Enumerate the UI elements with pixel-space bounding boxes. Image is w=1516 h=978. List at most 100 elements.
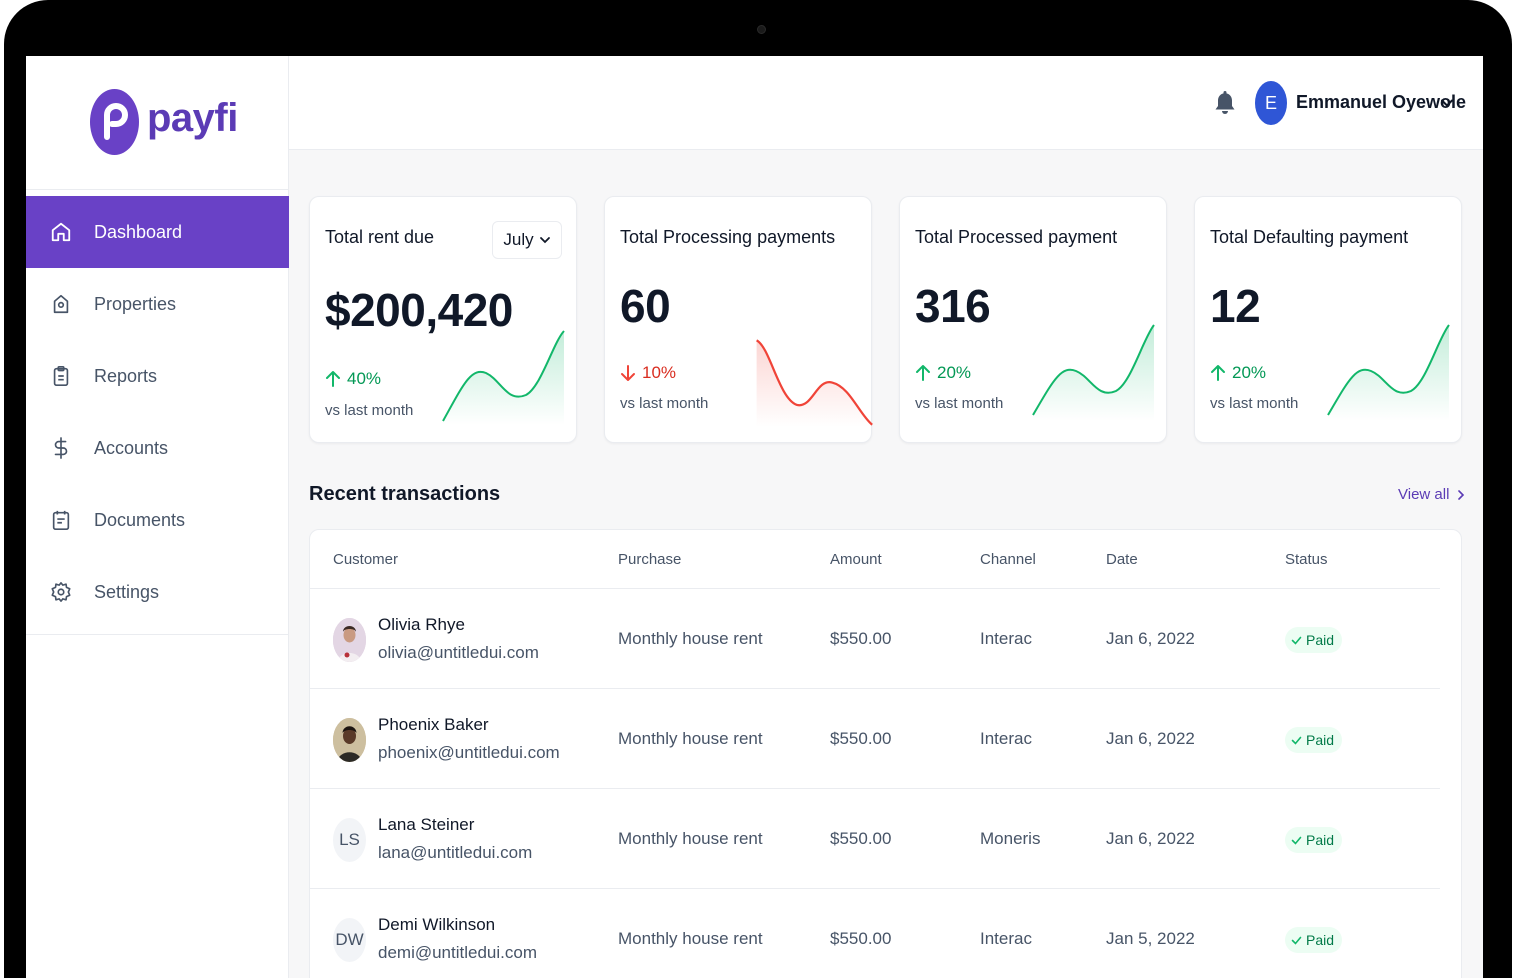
card-value: 60 [620,280,671,332]
customer-email: lana@untitledui.com [378,843,533,862]
app-screen: payfi Dashboard Properties Reports [26,56,1483,978]
logo[interactable]: payfi [90,89,238,155]
sparkline-chart [442,330,565,425]
card-change-value: 40% [347,369,382,388]
customer-avatar-initials: DW [333,918,366,962]
chevron-down-icon [539,237,550,244]
status-badge: Paid [1285,927,1343,953]
purchase-cell: Monthly house rent [618,929,763,948]
channel-cell: Moneris [980,829,1041,848]
card-change: 40% [325,369,381,389]
card-title: Total Defaulting payment [1210,227,1409,247]
card-change: 20% [915,363,971,383]
table-row[interactable]: Olivia Rhye olivia@untitledui.com Monthl… [310,589,1440,689]
table-row[interactable]: LS Lana Steiner lana@untitledui.com Mont… [310,789,1440,889]
amount-cell: $550.00 [830,929,892,948]
purchase-cell: Monthly house rent [618,829,763,848]
card-title: Total rent due [325,227,435,247]
gear-icon [50,581,72,603]
check-icon [1291,636,1302,645]
status-badge: Paid [1285,727,1343,753]
date-cell: Jan 6, 2022 [1106,829,1195,848]
customer-name: Olivia Rhye [378,615,465,634]
column-header-channel[interactable]: Channel [980,551,1036,568]
chevron-down-icon[interactable] [1440,96,1454,110]
customer-avatar [333,618,366,662]
sidebar-item-settings[interactable]: Settings [26,556,289,628]
sidebar-item-dashboard[interactable]: Dashboard [26,196,289,268]
column-header-status[interactable]: Status [1285,551,1328,568]
purchase-cell: Monthly house rent [618,729,763,748]
customer-name: Lana Steiner [378,815,475,834]
arrow-down-icon [621,365,635,381]
transactions-table: Customer Purchase Amount Channel Date St… [309,529,1462,978]
amount-cell: $550.00 [830,729,892,748]
sparkline-chart [1327,324,1450,421]
view-all-link[interactable]: View all [1398,486,1466,503]
column-header-amount[interactable]: Amount [830,551,882,568]
logo-text: payfi [147,96,238,140]
card-value: 12 [1210,280,1261,332]
sidebar-item-properties[interactable]: Properties [26,268,289,340]
customer-avatar-initials: LS [333,818,366,862]
card-change-value: 20% [937,363,972,382]
status-label: Paid [1306,932,1335,948]
sidebar-item-reports[interactable]: Reports [26,340,289,412]
table-row[interactable]: DW Demi Wilkinson demi@untitledui.com Mo… [310,889,1440,978]
channel-cell: Interac [980,929,1032,948]
date-cell: Jan 6, 2022 [1106,629,1195,648]
sidebar-item-label: Accounts [94,437,169,458]
date-cell: Jan 5, 2022 [1106,929,1195,948]
sidebar-item-label: Documents [94,509,186,530]
chevron-right-icon [1458,489,1465,500]
sidebar-item-label: Settings [94,581,160,602]
column-header-purchase[interactable]: Purchase [618,551,682,568]
amount-cell: $550.00 [830,829,892,848]
arrow-up-icon [1211,365,1225,381]
sparkline-chart [755,339,873,427]
bell-icon[interactable] [1214,90,1236,116]
status-label: Paid [1306,732,1335,748]
channel-cell: Interac [980,729,1032,748]
sidebar-nav: Dashboard Properties Reports Accounts [26,196,289,628]
card-change-value: 20% [1232,363,1267,382]
card-value: $200,420 [325,284,513,336]
status-label: Paid [1306,632,1335,648]
arrow-up-icon [326,371,340,387]
document-icon [50,509,72,531]
sidebar: payfi Dashboard Properties Reports [26,56,289,978]
customer-name: Phoenix Baker [378,715,489,734]
sidebar-divider [26,189,289,190]
location-pin-icon [50,293,72,315]
top-header: E Emmanuel Oyewole [289,56,1483,150]
stat-card-total-rent-due: Total rent due July $200,420 40% vs last… [309,196,577,443]
customer-avatar [333,718,366,762]
sidebar-item-accounts[interactable]: Accounts [26,412,289,484]
card-subtext: vs last month [915,395,1004,412]
card-subtext: vs last month [620,395,709,412]
sidebar-item-label: Properties [94,293,177,314]
date-cell: Jan 6, 2022 [1106,729,1195,748]
card-change-value: 10% [642,363,677,382]
card-change: 10% [620,363,676,383]
column-header-customer[interactable]: Customer [333,551,399,568]
user-name[interactable]: Emmanuel Oyewole [1296,92,1467,112]
month-select[interactable]: July [492,221,562,259]
status-badge: Paid [1285,827,1343,853]
customer-email: olivia@untitledui.com [378,643,539,662]
stat-card-defaulting-payment: Total Defaulting payment 12 20% vs last … [1194,196,1462,443]
sidebar-divider [26,634,289,635]
check-icon [1291,936,1302,945]
user-avatar[interactable]: E [1255,81,1287,125]
home-icon [50,221,72,243]
logo-mark-icon [90,89,139,155]
customer-email: phoenix@untitledui.com [378,743,560,762]
sidebar-item-documents[interactable]: Documents [26,484,289,556]
card-title: Total Processed payment [915,227,1118,247]
customer-name: Demi Wilkinson [378,915,496,934]
clipboard-icon [50,365,72,387]
column-header-date[interactable]: Date [1106,551,1138,568]
table-row[interactable]: Phoenix Baker phoenix@untitledui.com Mon… [310,689,1440,789]
channel-cell: Interac [980,629,1032,648]
stat-card-processing-payments: Total Processing payments 60 10% vs last… [604,196,873,443]
